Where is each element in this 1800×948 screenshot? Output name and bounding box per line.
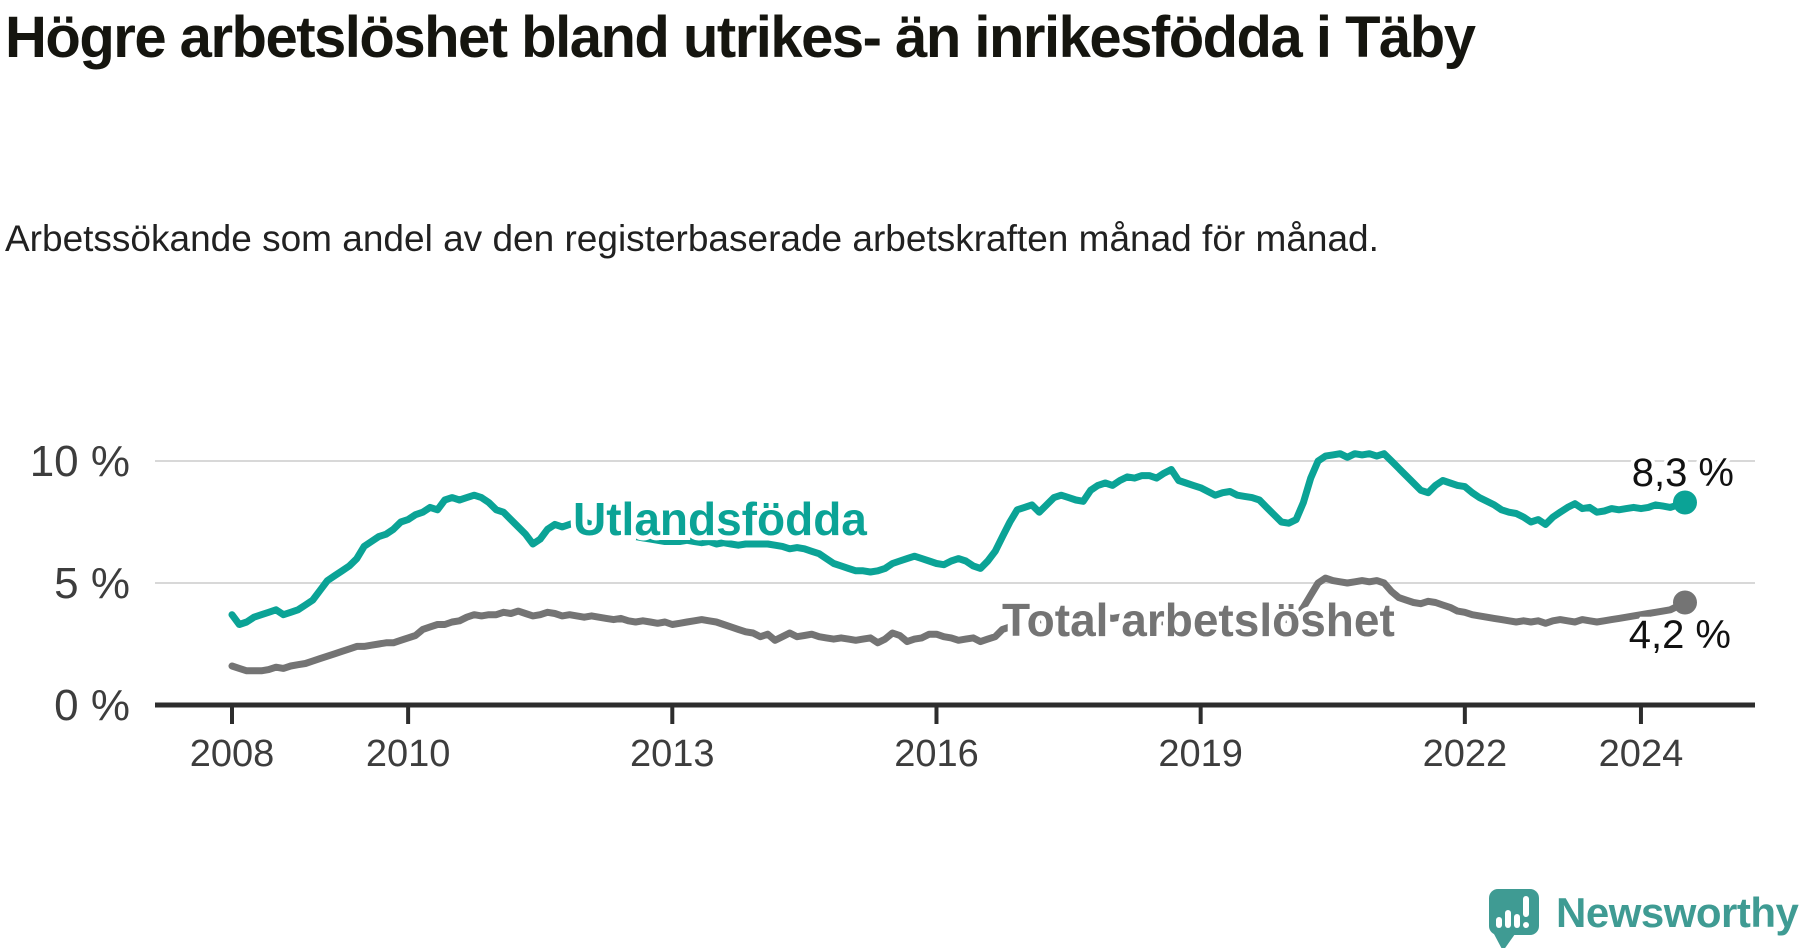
x-axis-label-2022: 2022 <box>1423 733 1508 775</box>
chart-title: Högre arbetslöshet bland utrikes- än inr… <box>5 5 1476 70</box>
end-dot-total-arbetsloshet <box>1672 590 1697 615</box>
x-axis-label-2013: 2013 <box>630 733 715 775</box>
x-axis-label-2016: 2016 <box>894 733 979 775</box>
axis-tick-labels: 0 % 5 % 10 % 2008 2010 2013 2016 2019 2022 2024 <box>30 437 1684 775</box>
x-axis-label-2010: 2010 <box>366 733 451 775</box>
series-label-total-arbetsloshet: Total arbetslöshet <box>1002 594 1395 646</box>
series-label-utlandsfodda: Utlandsfödda <box>573 493 867 545</box>
x-axis-label-2019: 2019 <box>1158 733 1243 775</box>
end-value-label-total: 4,2 % <box>1629 613 1731 657</box>
end-dot-utlandsfodda <box>1672 490 1697 515</box>
newsworthy-logo-icon <box>1489 889 1539 948</box>
y-axis-label-0: 0 % <box>54 681 130 730</box>
chart-subtitle: Arbetssökande som andel av den registerb… <box>5 218 1379 259</box>
series-lines <box>228 450 1697 675</box>
x-axis-label-2024: 2024 <box>1599 733 1684 775</box>
gridlines <box>155 460 1755 584</box>
end-value-label-utlandsfodda: 8,3 % <box>1632 451 1734 495</box>
newsworthy-brand-text: Newsworthy <box>1556 889 1800 936</box>
x-axis-label-2008: 2008 <box>190 733 275 775</box>
y-axis-label-5: 5 % <box>54 559 130 608</box>
x-axis <box>155 702 1755 724</box>
y-axis-label-10: 10 % <box>30 437 130 486</box>
line-total-arbetsloshet <box>228 574 1689 675</box>
line-utlandsfodda <box>228 450 1689 628</box>
